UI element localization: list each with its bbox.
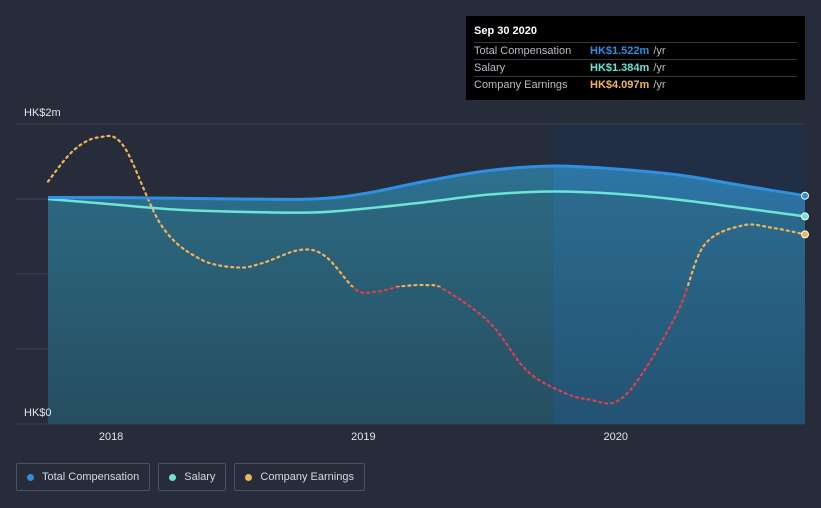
legend-label: Total Compensation	[42, 471, 140, 483]
tooltip-label: Total Compensation	[474, 45, 572, 57]
legend-dot-icon	[169, 473, 177, 481]
x-tick-label: 2018	[99, 431, 123, 443]
tooltip-label: Salary	[474, 62, 506, 74]
y-axis-bottom-label: HK$0	[24, 407, 52, 419]
legend: Total Compensation Salary Company Earnin…	[16, 463, 365, 491]
tooltip-label: Company Earnings	[474, 79, 568, 91]
salary-area	[48, 191, 805, 424]
x-tick-label: 2019	[351, 431, 375, 443]
tooltip-row-total-compensation: Total Compensation HK$1.522m /yr	[474, 42, 797, 59]
company-earnings-line	[46, 134, 807, 288]
x-tick-label: 2020	[604, 431, 628, 443]
legend-dot-icon	[245, 473, 253, 481]
salary-marker	[801, 212, 809, 221]
tooltip-value: HK$4.097m	[590, 79, 650, 91]
tooltip-unit: /yr	[653, 79, 666, 91]
tooltip-date: Sep 30 2020	[474, 25, 537, 37]
company-earnings-line-low	[351, 287, 689, 405]
salary-line	[47, 190, 806, 218]
tooltip-unit: /yr	[653, 45, 666, 57]
legend-item-salary[interactable]: Salary	[158, 463, 227, 491]
tooltip-value: HK$1.384m	[590, 62, 650, 74]
tooltip-unit: /yr	[653, 62, 666, 74]
total-compensation-marker	[801, 191, 809, 200]
legend-dot-icon	[27, 473, 34, 481]
legend-item-total-compensation[interactable]: Total Compensation	[16, 463, 151, 491]
tooltip-row-salary: Salary HK$1.384m /yr	[474, 59, 797, 76]
tooltip-value: HK$1.522m	[590, 45, 650, 57]
tooltip-row-company-earnings: Company Earnings HK$4.097m /yr	[474, 76, 797, 93]
legend-item-company-earnings[interactable]: Company Earnings	[234, 463, 365, 491]
tooltip: Sep 30 2020 Total Compensation HK$1.522m…	[466, 16, 805, 100]
total-compensation-area-highlight	[552, 165, 805, 424]
company-earnings-marker	[801, 230, 809, 239]
legend-label: Salary	[184, 471, 216, 483]
total-compensation-line	[47, 164, 806, 201]
total-compensation-area	[48, 166, 553, 424]
y-axis-top-label: HK$2m	[24, 107, 61, 119]
legend-label: Company Earnings	[260, 471, 354, 483]
